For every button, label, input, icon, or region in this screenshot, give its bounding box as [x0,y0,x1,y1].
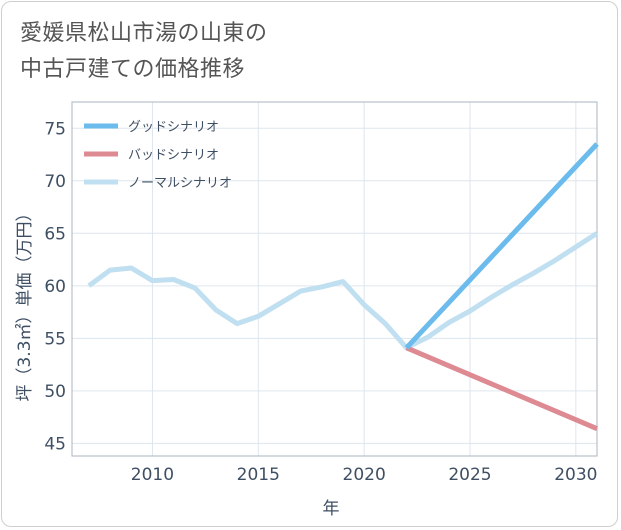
y-tick-label-75: 75 [44,119,66,139]
legend-label-2: ノーマルシナリオ [128,176,232,191]
y-axis-title: 坪（3.3㎡）単価（万円） [15,204,35,401]
x-tick-label-2020: 2020 [343,465,386,485]
chart-title-line2: 中古戸建ての価格推移 [20,57,246,82]
y-tick-label-50: 50 [44,382,66,402]
x-axis-title: 年 [323,499,340,519]
chart-title: 愛媛県松山市湯の山東の 中古戸建ての価格推移 [20,16,440,88]
y-tick-label-60: 60 [44,277,66,297]
y-tick-label-70: 70 [44,172,66,192]
legend-label-1: バッドシナリオ [128,148,219,163]
y-tick-label-65: 65 [44,224,66,244]
y-tick-label-55: 55 [44,329,66,349]
chart-title-line1: 愛媛県松山市湯の山東の [20,21,268,46]
x-tick-label-2030: 2030 [554,465,597,485]
x-tick-label-2010: 2010 [131,465,174,485]
series-line-1 [405,345,598,432]
y-axis: 45 50 55 60 65 70 75 [44,119,66,454]
series-line-2 [87,231,599,351]
plot-area-border [71,101,598,457]
y-tick-label-45: 45 [44,434,66,454]
x-tick-label-2025: 2025 [448,465,491,485]
legend-label-0: グッドシナリオ [128,120,219,135]
x-axis: 2010 2015 2020 2025 2030 [131,465,598,485]
series-line-0 [404,142,599,350]
series-lines [87,142,599,432]
x-tick-label-2015: 2015 [237,465,280,485]
